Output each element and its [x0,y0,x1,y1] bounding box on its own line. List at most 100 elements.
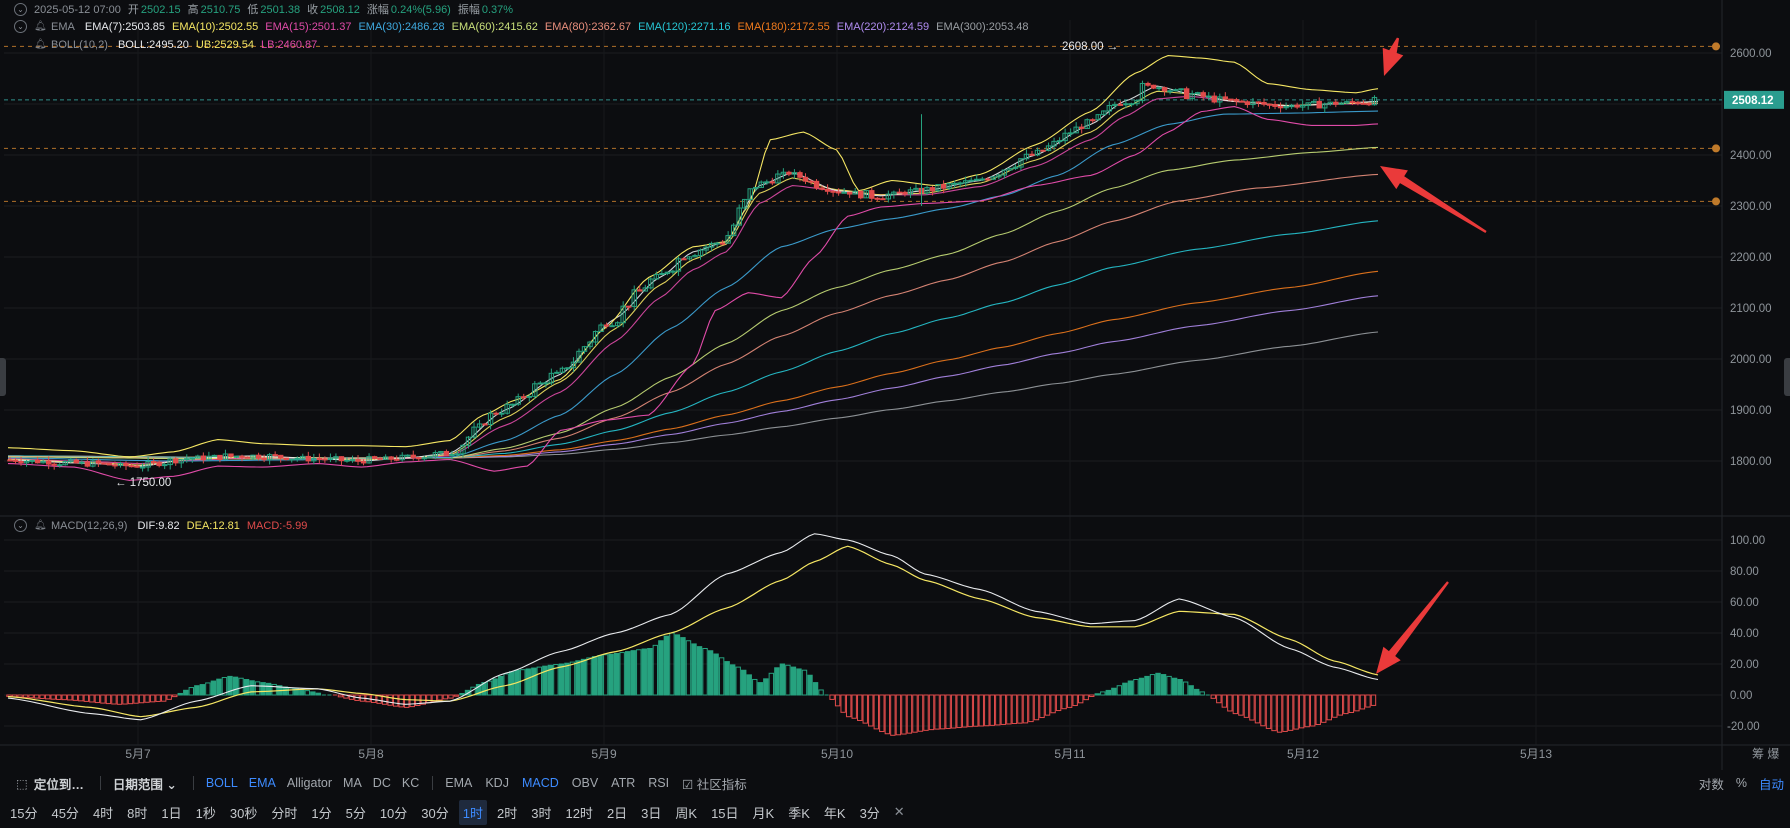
macd-bar [1304,694,1310,728]
timeframe-1[interactable]: 45分 [51,805,79,821]
candle-body [300,455,306,459]
bell-icon[interactable]: 🔔︎ [34,21,47,33]
timeframe-23[interactable]: 3分 [859,805,880,821]
timeframe-10[interactable]: 10分 [379,805,408,821]
indicator-atr[interactable]: ATR [611,776,636,790]
bell-icon[interactable]: 🔔︎ [34,39,47,51]
timeframe-17[interactable]: 3日 [641,805,662,821]
locate-icon[interactable]: ⬚ [16,776,28,791]
candle-body [1117,103,1124,106]
timeframe-11[interactable]: 30分 [421,805,449,821]
timeframe-9[interactable]: 5分 [345,805,366,821]
overlay-kc[interactable]: KC [401,776,420,790]
timeframe-15[interactable]: 12时 [565,805,593,821]
boll-indicator-name[interactable]: BOLL(10,2) [51,39,108,51]
candle-body [244,456,251,459]
boll-legend: 🔔︎ BOLL(10,2) BOLL:2495.20 UB:2529.54 LB:24… [34,38,324,52]
candle-body [858,190,864,199]
timeframe-5[interactable]: 1秒 [195,805,216,821]
macd-bar [520,669,526,696]
candle-body [974,178,980,181]
collapse-icon[interactable]: ⌄ [14,2,27,16]
indicator-ema[interactable]: EMA [445,776,473,790]
macd-bar [1072,694,1078,707]
indicator-macd[interactable]: MACD [521,776,559,790]
indicator-obv[interactable]: OBV [571,776,599,790]
timeframe-0[interactable]: 15分 [10,805,38,821]
timeframe-2[interactable]: 4时 [92,805,114,821]
macd-bar [939,694,946,730]
candle-body [626,305,632,308]
timeframe-19[interactable]: 15日 [711,805,739,821]
timeframe-20[interactable]: 月K [752,805,775,821]
timeframe-6[interactable]: 30秒 [229,805,258,821]
candle-body [228,453,234,457]
timeframe-4[interactable]: 1日 [161,805,182,821]
date-range-button[interactable]: 日期范围 ⌄ [112,777,177,792]
left-panel-handle[interactable] [0,358,6,396]
ema-value: EMA(300):2053.48 [936,21,1029,33]
overlay-boll[interactable]: BOLL [205,776,238,790]
y-tick-label: 2600.00 [1730,48,1772,60]
close-icon[interactable]: ✕ [893,804,905,819]
locate-button[interactable]: 定位到… [33,777,84,792]
macd-bar [945,694,951,729]
macd-bar [376,694,382,704]
x-tick-label: 5月7 [125,747,151,761]
overlay-alligator[interactable]: Alligator [286,776,333,790]
timeframe-12[interactable]: 1时 [458,799,487,825]
candle-body [1029,153,1035,156]
low-annotation: ← 1750.00 [115,477,171,489]
macd-bar [746,674,752,696]
macd-bar [398,694,404,708]
macd-bar [1265,694,1272,729]
macd-dif-line [7,533,1379,721]
overlay-ema[interactable]: EMA [248,776,276,790]
overlay-dc[interactable]: DC [372,776,391,790]
macd-indicator-name[interactable]: MACD(12,26,9) [51,520,128,532]
collapse-icon[interactable]: ⌄ [14,19,27,33]
candle-body [476,423,483,428]
auto-scale-toggle[interactable]: 自动 [1758,777,1784,792]
overlay-ma[interactable]: MA [343,776,362,790]
bell-icon[interactable]: 🔔︎ [34,520,47,532]
candle-body [1034,149,1041,156]
timeframe-16[interactable]: 2日 [606,805,628,821]
macd-bar [1293,694,1299,730]
chart-area[interactable]: 1800.00 1900.00 2000.00 2100.00 2200.00 2300.… [0,0,1790,770]
macd-bar [1155,672,1161,696]
ema-indicator-name[interactable]: EMA [51,21,75,33]
macd-bar [591,656,598,696]
indicator-rsi[interactable]: RSI [648,776,670,790]
macd-bar [127,694,134,705]
candle-body [1145,82,1151,86]
community-indicators-button[interactable]: ☑ 社区指标 [682,777,747,792]
right-panel-handle[interactable] [1784,358,1790,396]
ema-line-ema300 [8,331,1379,459]
candle-body [498,412,505,415]
indicator-kdj[interactable]: KDJ [485,776,509,790]
collapse-icon[interactable]: ⌄ [14,518,27,532]
timeframe-18[interactable]: 周K [675,805,698,821]
candle-body [692,255,698,258]
candle-body [438,450,444,454]
log-scale-toggle[interactable]: 对数 [1698,777,1724,792]
macd-bar [801,669,808,696]
macd-bar [155,694,161,702]
timeframe-3[interactable]: 8时 [127,805,148,821]
timeframe-22[interactable]: 年K [823,805,846,821]
amp-value: 0.37% [481,4,514,16]
candle-body [405,454,411,457]
macd-value: DEA:12.81 [186,520,240,532]
timeframe-13[interactable]: 2时 [497,805,518,821]
macd-bar [696,646,703,696]
timeframe-21[interactable]: 季K [788,805,810,821]
macd-bar [172,694,178,698]
macd-bar [890,694,896,736]
candle-body [852,190,858,195]
close-value: 2508.12 [320,4,360,16]
timeframe-8[interactable]: 1分 [311,805,332,821]
timeframe-7[interactable]: 分时 [271,805,298,821]
timeframe-14[interactable]: 3时 [531,805,552,821]
percent-scale-toggle[interactable]: % [1735,776,1747,790]
